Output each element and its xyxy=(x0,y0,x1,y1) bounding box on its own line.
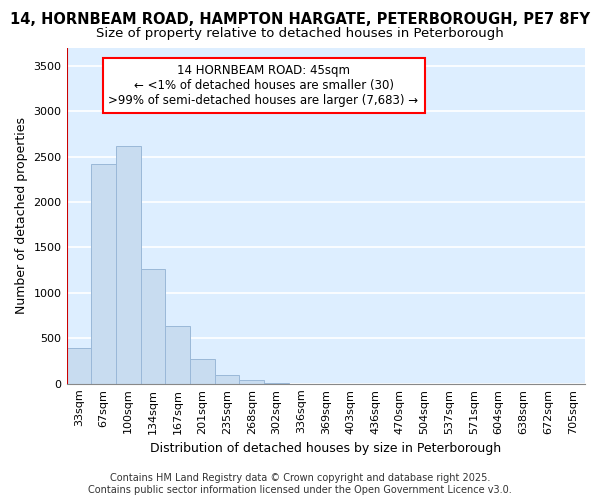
Bar xyxy=(215,374,239,384)
X-axis label: Distribution of detached houses by size in Peterborough: Distribution of detached houses by size … xyxy=(150,442,502,455)
Bar xyxy=(116,146,140,384)
Text: 14, HORNBEAM ROAD, HAMPTON HARGATE, PETERBOROUGH, PE7 8FY: 14, HORNBEAM ROAD, HAMPTON HARGATE, PETE… xyxy=(10,12,590,28)
Text: Contains HM Land Registry data © Crown copyright and database right 2025.
Contai: Contains HM Land Registry data © Crown c… xyxy=(88,474,512,495)
Bar xyxy=(67,348,91,384)
Bar xyxy=(140,270,165,384)
Text: Size of property relative to detached houses in Peterborough: Size of property relative to detached ho… xyxy=(96,28,504,40)
Bar xyxy=(239,380,264,384)
Bar xyxy=(165,326,190,384)
Bar xyxy=(91,164,116,384)
Y-axis label: Number of detached properties: Number of detached properties xyxy=(15,117,28,314)
Text: 14 HORNBEAM ROAD: 45sqm
← <1% of detached houses are smaller (30)
>99% of semi-d: 14 HORNBEAM ROAD: 45sqm ← <1% of detache… xyxy=(109,64,419,108)
Bar xyxy=(190,360,215,384)
